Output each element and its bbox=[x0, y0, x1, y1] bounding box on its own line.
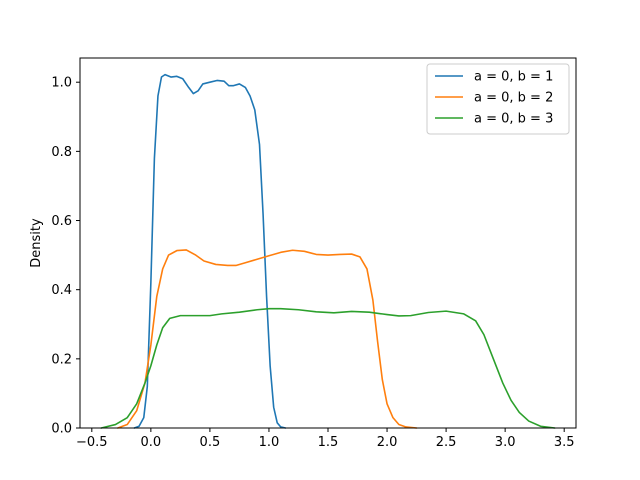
x-tick-label: 2.5 bbox=[436, 435, 457, 450]
legend-box bbox=[426, 63, 570, 135]
x-tick-label: 1.5 bbox=[318, 435, 339, 450]
y-tick-label: 0.2 bbox=[51, 352, 72, 367]
y-axis: 0.0 0.2 0.4 0.6 0.8 1.0 bbox=[51, 76, 80, 437]
x-tick-label: 0.0 bbox=[141, 435, 162, 450]
y-tick-label: 0.0 bbox=[51, 422, 72, 437]
plot-lines bbox=[100, 73, 556, 429]
series-line-1 bbox=[133, 73, 287, 429]
x-tick-label: 3.5 bbox=[554, 435, 575, 450]
x-tick-label: 2.0 bbox=[377, 435, 398, 450]
x-tick-label: −0.5 bbox=[76, 435, 108, 450]
y-tick-label: 0.4 bbox=[51, 283, 72, 298]
y-tick-label: 0.6 bbox=[51, 214, 72, 229]
series-line-3 bbox=[100, 307, 556, 429]
y-axis-label: Density bbox=[29, 218, 44, 268]
x-tick-label: 3.0 bbox=[495, 435, 516, 450]
legend-label-2: a = 0, b = 2 bbox=[474, 91, 553, 106]
legend-label-3: a = 0, b = 3 bbox=[474, 112, 553, 127]
series-line-2 bbox=[116, 249, 418, 429]
legend: a = 0, b = 1 a = 0, b = 2 a = 0, b = 3 bbox=[426, 63, 570, 135]
x-axis: −0.5 0.0 0.5 1.0 1.5 2.0 2.5 3.0 3.5 bbox=[76, 428, 575, 450]
x-tick-label: 1.0 bbox=[259, 435, 280, 450]
y-tick-label: 1.0 bbox=[51, 76, 72, 91]
x-tick-label: 0.5 bbox=[200, 435, 221, 450]
legend-label-1: a = 0, b = 1 bbox=[474, 70, 553, 85]
y-tick-label: 0.8 bbox=[51, 145, 72, 160]
